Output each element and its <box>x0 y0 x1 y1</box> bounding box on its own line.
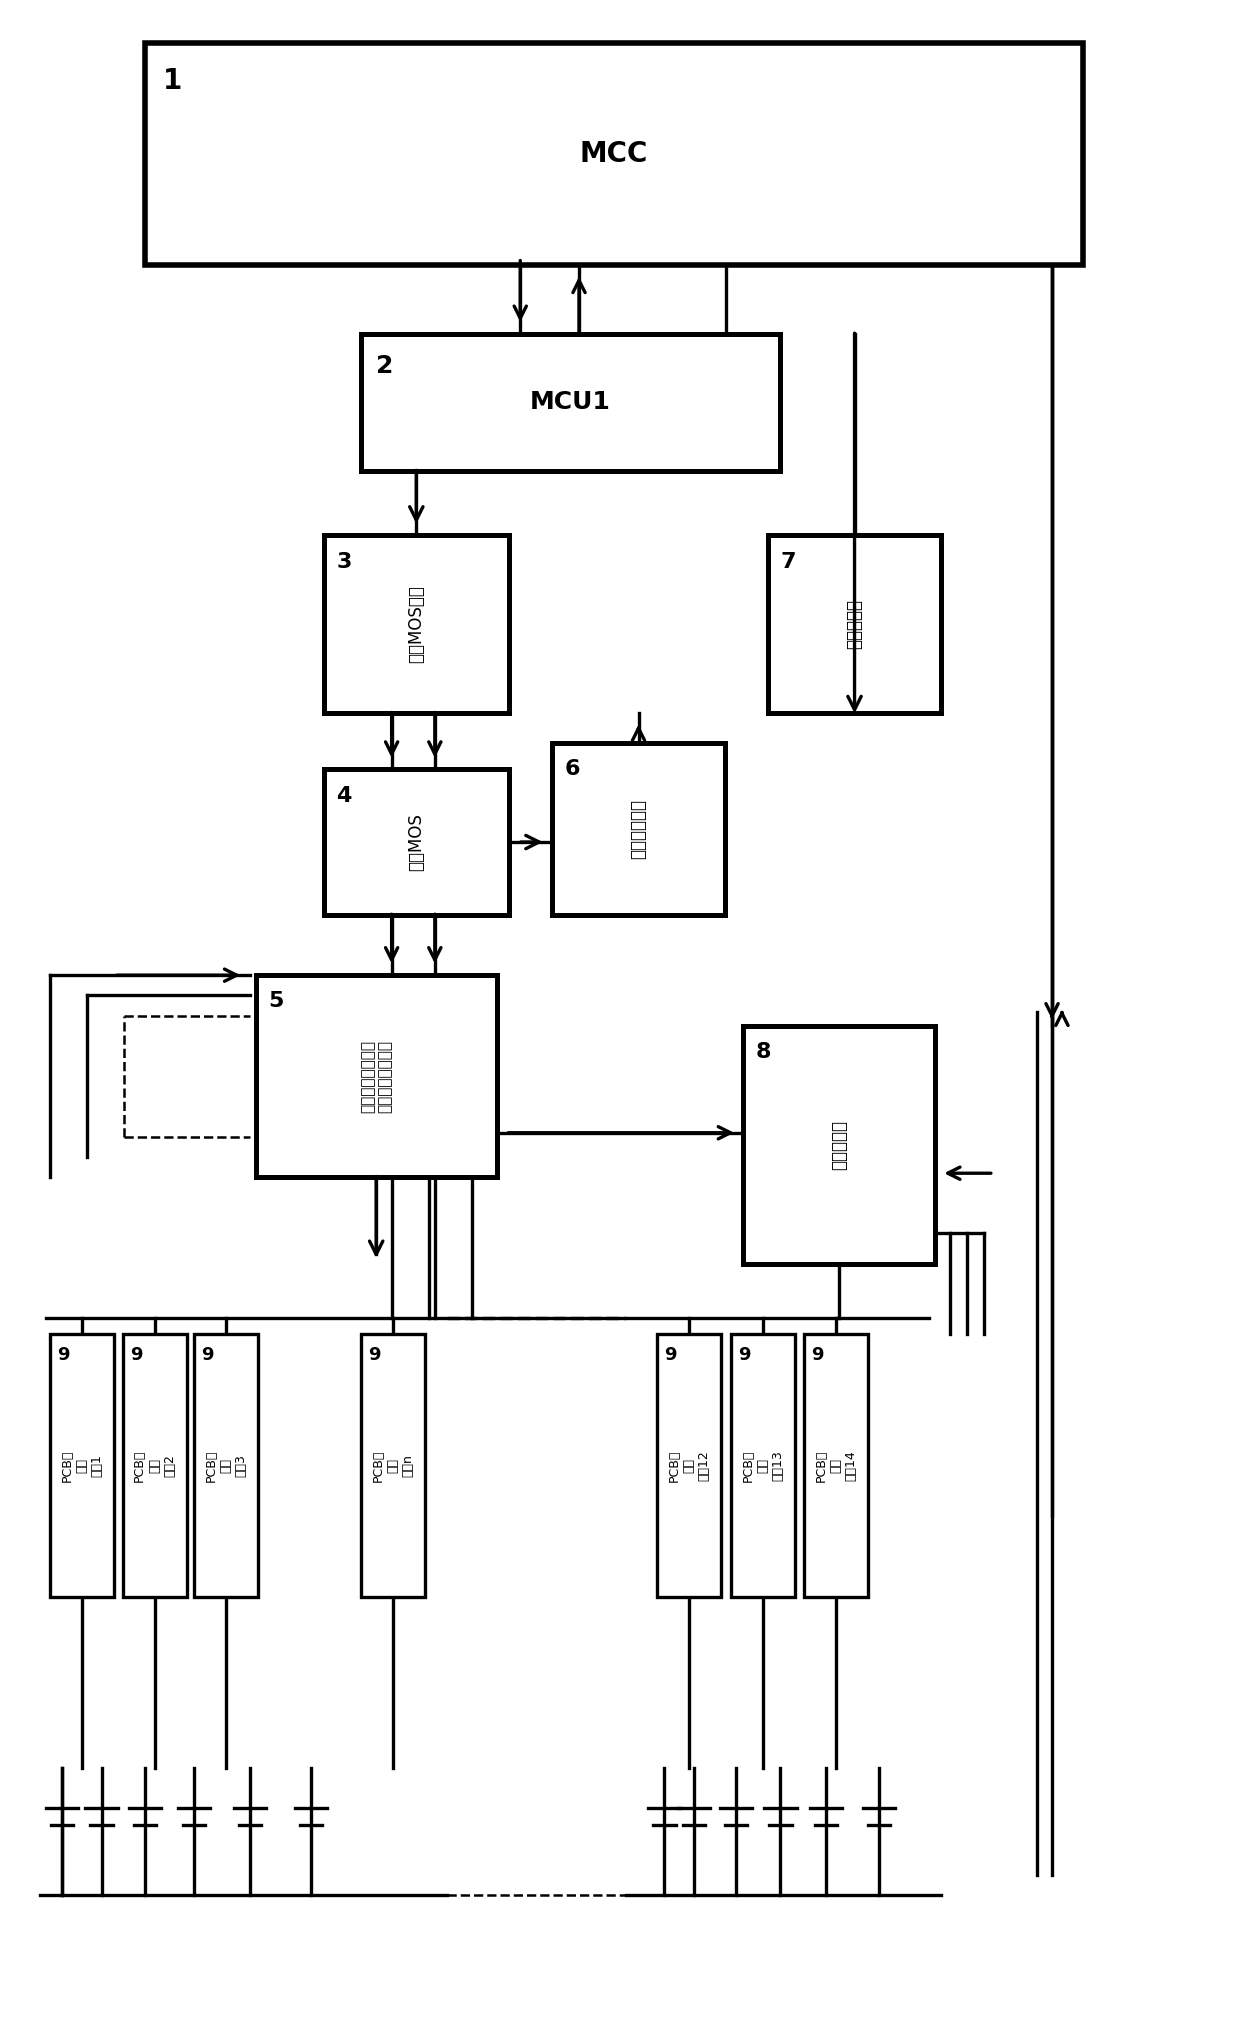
Bar <box>324 769 508 914</box>
Text: 2: 2 <box>376 354 393 378</box>
Text: 9: 9 <box>811 1347 823 1364</box>
Text: 高精度运放: 高精度运放 <box>846 599 863 649</box>
Text: PCB升
高变
压器2: PCB升 高变 压器2 <box>133 1448 176 1481</box>
Text: 9: 9 <box>202 1347 215 1364</box>
Text: 8: 8 <box>756 1042 771 1062</box>
Bar <box>768 536 941 712</box>
Bar <box>255 975 496 1177</box>
Bar <box>195 1335 258 1596</box>
Text: 电压采样电路: 电压采样电路 <box>630 799 647 860</box>
Bar <box>324 536 508 712</box>
Bar <box>744 1026 935 1264</box>
Text: 6: 6 <box>564 759 580 779</box>
Bar <box>804 1335 868 1596</box>
Bar <box>552 742 725 914</box>
Text: 均衡控制板: 均衡控制板 <box>830 1119 848 1169</box>
Text: 高效MOS: 高效MOS <box>407 813 425 872</box>
Bar <box>123 1335 187 1596</box>
Bar <box>732 1335 795 1596</box>
Bar <box>50 1335 114 1596</box>
Text: 5: 5 <box>268 991 284 1012</box>
Text: PCB升
高变
压器1: PCB升 高变 压器1 <box>61 1448 103 1481</box>
Text: 高速MOS驱动: 高速MOS驱动 <box>407 585 425 664</box>
Bar <box>657 1335 722 1596</box>
Text: PCB升
高变
压器14: PCB升 高变 压器14 <box>815 1448 858 1481</box>
Text: 4: 4 <box>336 785 351 805</box>
Text: 3: 3 <box>336 552 351 573</box>
Bar <box>361 1335 425 1596</box>
Text: MCC: MCC <box>579 140 649 168</box>
Bar <box>145 42 1083 265</box>
Text: MCU1: MCU1 <box>531 390 611 415</box>
Text: 1: 1 <box>164 67 182 95</box>
Text: 9: 9 <box>665 1347 677 1364</box>
Text: 9: 9 <box>739 1347 751 1364</box>
Text: 双通道模拟选择器
双通道模拟选择器: 双通道模拟选择器 双通道模拟选择器 <box>360 1040 392 1113</box>
Text: PCB升
高变
压器3: PCB升 高变 压器3 <box>205 1448 248 1481</box>
Bar <box>361 334 780 471</box>
Text: 9: 9 <box>57 1347 69 1364</box>
Text: PCB升
高变
压器13: PCB升 高变 压器13 <box>742 1448 785 1481</box>
Text: PCB升
高变
压器12: PCB升 高变 压器12 <box>667 1448 711 1481</box>
Text: 9: 9 <box>130 1347 143 1364</box>
Text: 7: 7 <box>780 552 796 573</box>
Text: 9: 9 <box>368 1347 381 1364</box>
Text: PCB升
高变
压器n: PCB升 高变 压器n <box>371 1448 414 1481</box>
